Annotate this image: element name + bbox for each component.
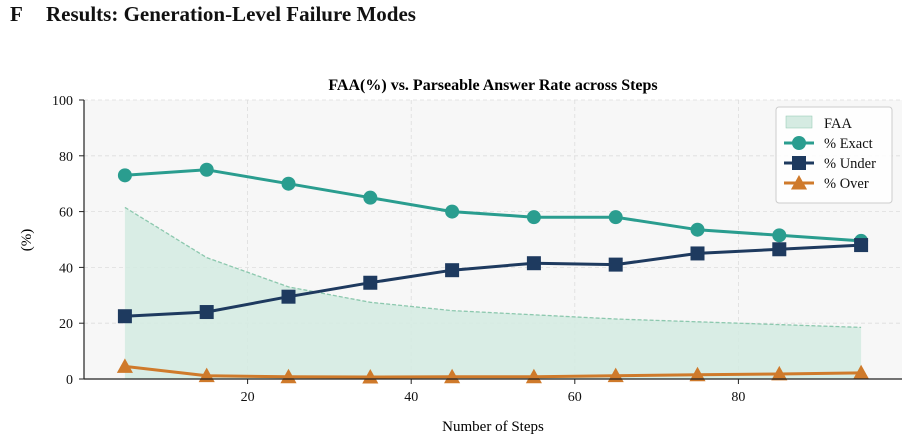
legend-label-faa: FAA xyxy=(824,116,852,132)
legend-label-under: % Under xyxy=(824,156,876,172)
series-line-over xyxy=(124,364,862,379)
ticks: 20 40 60 80 0 20 40 60 80 100 xyxy=(52,94,745,405)
y-tick-label: 100 xyxy=(52,94,73,109)
x-tick-label: 20 xyxy=(241,390,255,405)
data-point-exact xyxy=(445,204,460,219)
data-point-over xyxy=(116,358,133,373)
data-point-under xyxy=(854,238,869,253)
data-point-over xyxy=(771,365,788,381)
y-tick-label: 40 xyxy=(59,261,73,276)
x-tick-label: 40 xyxy=(404,390,418,405)
data-point-under xyxy=(281,289,296,304)
data-point-exact xyxy=(281,176,296,191)
legend-label-over: % Over xyxy=(824,176,869,192)
data-point-exact xyxy=(363,190,378,205)
series-group xyxy=(116,162,870,384)
data-point-exact xyxy=(690,222,705,237)
data-point-over xyxy=(689,366,706,382)
chart-title: FAA(%) vs. Parseable Answer Rate across … xyxy=(328,77,657,94)
legend-marker-over xyxy=(790,174,808,190)
series-line-under xyxy=(124,243,862,318)
data-point-under xyxy=(363,275,378,290)
data-point-under xyxy=(690,246,705,261)
data-point-exact xyxy=(608,210,623,225)
data-point-under xyxy=(772,242,787,257)
data-point-under xyxy=(608,257,623,272)
series-under xyxy=(117,238,869,324)
data-point-under xyxy=(199,305,214,320)
data-point-exact xyxy=(526,210,541,225)
x-tick-label: 80 xyxy=(731,390,745,405)
y-tick-label: 80 xyxy=(59,150,73,165)
legend: FAA % Exact % Under % Over xyxy=(775,106,893,204)
data-point-over xyxy=(853,364,870,380)
legend-box xyxy=(775,106,893,204)
legend-marker-exact xyxy=(792,136,806,150)
faa-line xyxy=(124,206,862,329)
data-point-under xyxy=(445,263,460,278)
data-point-exact xyxy=(772,228,787,243)
y-tick-label: 0 xyxy=(66,373,73,388)
data-point-under xyxy=(117,309,132,324)
x-axis-label: Number of Steps xyxy=(442,419,544,435)
section-letter: F xyxy=(10,2,23,26)
y-tick-label: 20 xyxy=(59,317,73,332)
section-heading: F Results: Generation-Level Failure Modes xyxy=(10,2,416,27)
faa-area xyxy=(124,207,862,379)
data-point-exact xyxy=(117,168,132,183)
y-tick-label: 60 xyxy=(59,206,73,221)
y-axis-label: (%) xyxy=(19,229,35,252)
data-point-exact xyxy=(199,162,214,177)
legend-marker-under xyxy=(792,156,806,170)
x-tick-label: 60 xyxy=(568,390,582,405)
data-point-over xyxy=(362,368,379,384)
section-title: Results: Generation-Level Failure Modes xyxy=(46,2,416,26)
legend-swatch-faa xyxy=(785,115,813,129)
series-exact xyxy=(117,162,869,248)
data-point-under xyxy=(526,256,541,271)
series-line-exact xyxy=(124,168,862,243)
legend-label-exact: % Exact xyxy=(824,136,873,152)
